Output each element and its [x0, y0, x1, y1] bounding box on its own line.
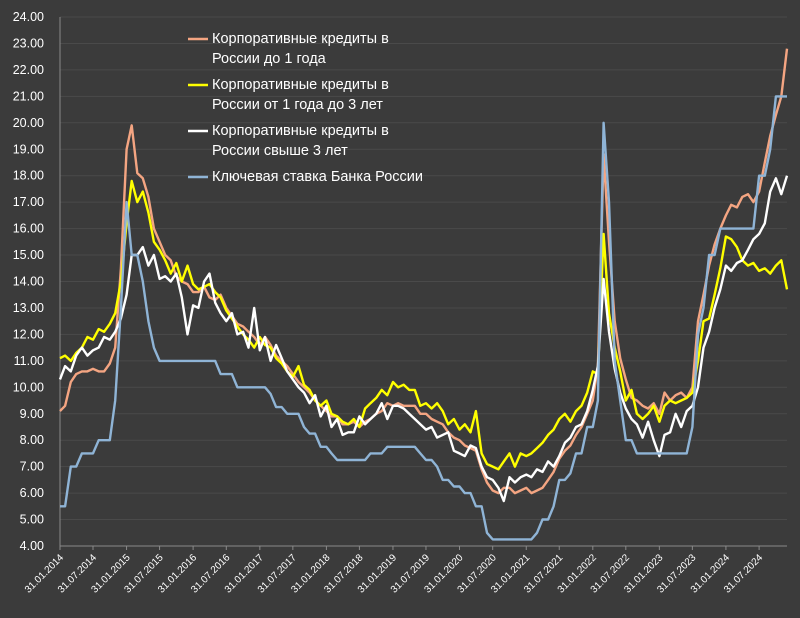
legend: Корпоративные кредиты в России до 1 года К… [188, 31, 423, 185]
y-tick-label: 11.00 [14, 354, 44, 368]
legend-label-1: России до 1 года [212, 51, 327, 67]
y-tick-label: 14.00 [13, 275, 44, 289]
legend-label-2: России от 1 года до 3 лет [212, 97, 383, 113]
y-tick-label: 22.00 [13, 63, 44, 77]
y-tick-label: 12.00 [13, 327, 44, 341]
y-tick-label: 24.00 [13, 10, 44, 24]
legend-label-3: России свыше 3 лет [212, 143, 348, 159]
y-tick-label: 10.00 [13, 380, 44, 394]
series-line-2 [59, 179, 789, 471]
legend-label-4: Ключевая ставка Банка России [212, 169, 423, 185]
y-tick-label: 18.00 [13, 169, 44, 183]
y-tick-label: 17.00 [13, 195, 44, 209]
series-line-3 [58, 175, 789, 503]
y-tick-label: 7.00 [20, 460, 44, 474]
y-tick-label: 19.00 [13, 142, 44, 156]
y-axis-ticks: 4.00 5.00 6.00 7.00 8.00 9.00 10.00 11.00 12.00 1… [13, 10, 44, 553]
legend-label-2: Корпоративные кредиты в [212, 77, 389, 93]
y-tick-label: 8.00 [20, 433, 44, 447]
legend-label-3: Корпоративные кредиты в [212, 123, 389, 139]
y-tick-label: 23.00 [13, 36, 44, 50]
y-tick-label: 9.00 [20, 407, 44, 421]
series-lines [58, 48, 789, 541]
y-tick-label: 15.00 [13, 248, 44, 262]
y-tick-label: 21.00 [13, 89, 44, 103]
y-tick-label: 20.00 [13, 116, 44, 130]
y-tick-label: 16.00 [13, 222, 44, 236]
series-line-4 [60, 95, 787, 541]
y-tick-label: 4.00 [20, 539, 44, 553]
y-tick-label: 5.00 [20, 513, 44, 527]
y-tick-label: 13.00 [13, 301, 44, 315]
y-tick-label: 6.00 [20, 486, 44, 500]
legend-label-1: Корпоративные кредиты в [212, 31, 389, 47]
